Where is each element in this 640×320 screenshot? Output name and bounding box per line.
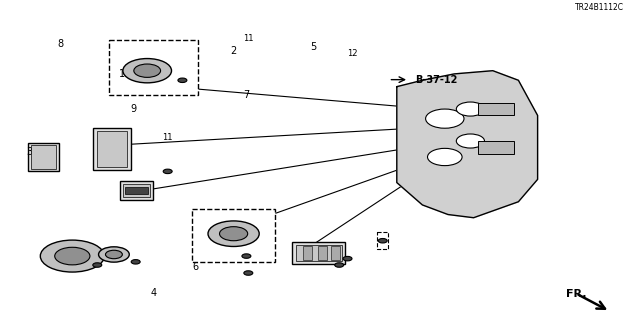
Circle shape — [178, 78, 187, 83]
Text: 9: 9 — [130, 104, 136, 114]
Text: 5: 5 — [310, 42, 317, 52]
Text: 12: 12 — [348, 49, 358, 58]
Bar — [377, 232, 388, 249]
Circle shape — [244, 271, 253, 275]
Text: 3: 3 — [26, 147, 33, 157]
Circle shape — [428, 148, 462, 166]
Circle shape — [343, 256, 352, 261]
Circle shape — [99, 247, 129, 262]
Bar — [120, 181, 153, 200]
Circle shape — [93, 263, 102, 267]
Text: B-37-12: B-37-12 — [415, 75, 457, 85]
Circle shape — [123, 59, 172, 83]
Circle shape — [40, 240, 104, 272]
Text: 2: 2 — [230, 45, 237, 56]
Bar — [97, 131, 127, 167]
Circle shape — [106, 250, 122, 259]
Bar — [479, 141, 514, 154]
Circle shape — [426, 109, 464, 128]
Text: 4: 4 — [150, 288, 157, 298]
Circle shape — [131, 260, 140, 264]
Polygon shape — [397, 71, 538, 218]
Circle shape — [163, 169, 172, 174]
Bar — [31, 145, 56, 169]
Bar — [192, 209, 275, 262]
Text: 7: 7 — [243, 90, 250, 100]
Text: 8: 8 — [58, 38, 64, 49]
Bar — [296, 244, 342, 261]
Bar — [292, 242, 345, 264]
Bar — [479, 103, 514, 116]
Circle shape — [208, 221, 259, 246]
Circle shape — [55, 247, 90, 265]
Bar — [318, 246, 327, 260]
Circle shape — [335, 263, 344, 267]
Bar — [123, 184, 150, 197]
Bar — [28, 143, 59, 172]
Bar — [331, 246, 340, 260]
Bar — [125, 187, 148, 194]
Bar — [303, 246, 312, 260]
Text: 11: 11 — [163, 133, 173, 142]
Text: 6: 6 — [192, 262, 198, 272]
Circle shape — [378, 238, 387, 243]
Text: 11: 11 — [243, 34, 253, 43]
Bar — [109, 40, 198, 95]
Text: FR.: FR. — [566, 289, 586, 300]
Circle shape — [456, 134, 484, 148]
Text: 10: 10 — [118, 69, 131, 79]
Text: 1: 1 — [109, 138, 115, 148]
Circle shape — [134, 64, 161, 77]
Bar — [93, 128, 131, 170]
Circle shape — [220, 227, 248, 241]
Circle shape — [242, 254, 251, 258]
Text: TR24B1112C: TR24B1112C — [575, 3, 624, 12]
Circle shape — [456, 102, 484, 116]
